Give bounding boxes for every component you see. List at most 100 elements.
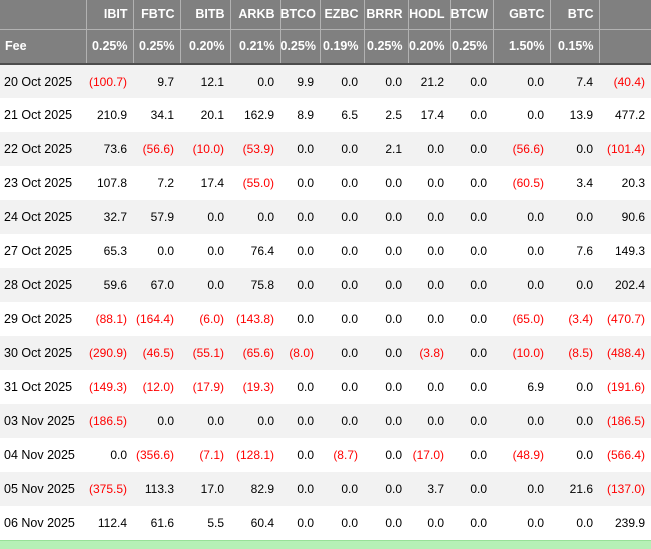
date-cell: 04 Nov 2025 <box>4 448 75 462</box>
value-cell: 34.1 <box>150 108 174 122</box>
value-cell: 0.0 <box>527 278 544 292</box>
value-cell: 0.0 <box>297 176 314 190</box>
value-cell: (3.8) <box>419 346 444 360</box>
value-cell: 0.0 <box>385 244 402 258</box>
value-cell: 0.0 <box>341 278 358 292</box>
value-cell: 0.0 <box>427 244 444 258</box>
value-cell: 0.0 <box>297 414 314 428</box>
table-row: 22 Oct 2025 73.6 (56.6) (10.0) (53.9) 0.0 0.0 2… <box>0 132 651 166</box>
value-cell: 7.4 <box>576 74 593 89</box>
value-cell: (290.9) <box>88 346 127 360</box>
value-cell: (46.5) <box>142 346 174 360</box>
table-row: 23 Oct 2025 107.8 7.2 17.4 (55.0) 0.0 0.0 0.0 0.… <box>0 166 651 200</box>
fee-hodl: 0.20% <box>407 29 450 65</box>
value-cell: 0.0 <box>297 448 314 462</box>
table-row: 05 Nov 2025 (375.5) 113.3 17.0 82.9 0.0 0.0 0.0… <box>0 472 651 506</box>
value-cell: 20.1 <box>200 108 224 122</box>
corner-cell <box>0 0 86 30</box>
date-cell: 22 Oct 2025 <box>4 142 73 156</box>
total-header-cell <box>598 0 651 30</box>
value-cell: 8.9 <box>297 108 314 122</box>
table-row: 27 Oct 2025 65.3 0.0 0.0 76.4 0.0 0.0 0.0 0.0 0.0… <box>0 234 651 268</box>
value-cell: 59.6 <box>103 278 127 292</box>
value-cell: 17.0 <box>200 482 224 496</box>
value-cell: 0.0 <box>470 380 487 394</box>
value-cell: (186.5) <box>88 414 127 428</box>
value-cell: 0.0 <box>341 414 358 428</box>
value-cell: 21.2 <box>420 74 444 89</box>
value-cell: 0.0 <box>470 108 487 122</box>
table-row: 21 Oct 2025 210.9 34.1 20.1 162.9 8.9 6.5 2.5 17… <box>0 98 651 132</box>
total-cell: 149.3 <box>614 244 645 258</box>
fee-total-empty-cell <box>598 29 651 65</box>
value-cell: 0.0 <box>341 142 358 156</box>
value-cell: (55.1) <box>192 346 224 360</box>
value-cell: (8.5) <box>568 346 593 360</box>
value-cell: 0.0 <box>427 312 444 326</box>
value-cell: 0.0 <box>470 515 487 530</box>
fee-bitb: 0.20% <box>179 29 230 65</box>
ticker-hodl: HODL <box>407 0 450 30</box>
value-cell: 0.0 <box>297 244 314 258</box>
value-cell: 0.0 <box>297 278 314 292</box>
value-cell: 0.0 <box>385 515 402 530</box>
value-cell: (7.1) <box>199 448 224 462</box>
value-cell: 0.0 <box>470 346 487 360</box>
total-cell: (137.0) <box>606 482 645 496</box>
ticker-arkb: ARKB <box>229 0 280 30</box>
value-cell: (53.9) <box>242 142 274 156</box>
total-cell: 202.4 <box>614 278 645 292</box>
value-cell: 0.0 <box>427 278 444 292</box>
value-cell: 0.0 <box>470 482 487 496</box>
value-cell: 0.0 <box>427 176 444 190</box>
fee-btc: 0.15% <box>549 29 599 65</box>
table-row: 24 Oct 2025 32.7 57.9 0.0 0.0 0.0 0.0 0.0 0.0 0.0… <box>0 200 651 234</box>
value-cell: 0.0 <box>470 244 487 258</box>
value-cell: 2.1 <box>385 142 402 156</box>
fee-fbtc: 0.25% <box>132 29 180 65</box>
total-cell: (488.4) <box>606 346 645 360</box>
value-cell: 0.0 <box>470 414 487 428</box>
fee-ezbc: 0.19% <box>319 29 364 65</box>
fee-btco: 0.25% <box>279 29 320 65</box>
total-cell: 90.6 <box>621 210 645 224</box>
value-cell: 0.0 <box>576 515 593 530</box>
value-cell: 0.0 <box>427 210 444 224</box>
value-cell: 0.0 <box>385 210 402 224</box>
value-cell: 73.6 <box>103 142 127 156</box>
table-row: 31 Oct 2025 (149.3) (12.0) (17.9) (19.3) 0.0 0… <box>0 370 651 404</box>
value-cell: 0.0 <box>207 414 224 428</box>
value-cell: 0.0 <box>207 244 224 258</box>
total-row-partial <box>0 539 651 549</box>
ticker-btco: BTCO <box>279 0 320 30</box>
total-bar-cell <box>0 539 651 549</box>
value-cell: 0.0 <box>297 515 314 530</box>
value-cell: 21.6 <box>569 482 593 496</box>
value-cell: 6.9 <box>527 380 544 394</box>
total-cell: (40.4) <box>613 74 645 89</box>
value-cell: 0.0 <box>110 448 127 462</box>
value-cell: 0.0 <box>297 380 314 394</box>
date-cell: 31 Oct 2025 <box>4 380 73 394</box>
value-cell: 9.9 <box>297 74 314 89</box>
value-cell: (164.4) <box>135 312 174 326</box>
ticker-btc: BTC <box>549 0 599 30</box>
value-cell: 76.4 <box>250 244 274 258</box>
date-cell: 05 Nov 2025 <box>4 482 75 496</box>
date-cell: 23 Oct 2025 <box>4 176 73 190</box>
value-cell: 0.0 <box>470 312 487 326</box>
value-cell: (56.6) <box>512 142 544 156</box>
value-cell: 57.9 <box>150 210 174 224</box>
value-cell: (48.9) <box>512 448 544 462</box>
total-cell: (191.6) <box>606 380 645 394</box>
value-cell: 0.0 <box>157 414 174 428</box>
date-cell: 03 Nov 2025 <box>4 414 75 428</box>
value-cell: (128.1) <box>235 448 274 462</box>
value-cell: (3.4) <box>568 312 593 326</box>
value-cell: (356.6) <box>135 448 174 462</box>
fee-label: Fee <box>0 29 86 65</box>
value-cell: 0.0 <box>427 142 444 156</box>
value-cell: 0.0 <box>341 312 358 326</box>
